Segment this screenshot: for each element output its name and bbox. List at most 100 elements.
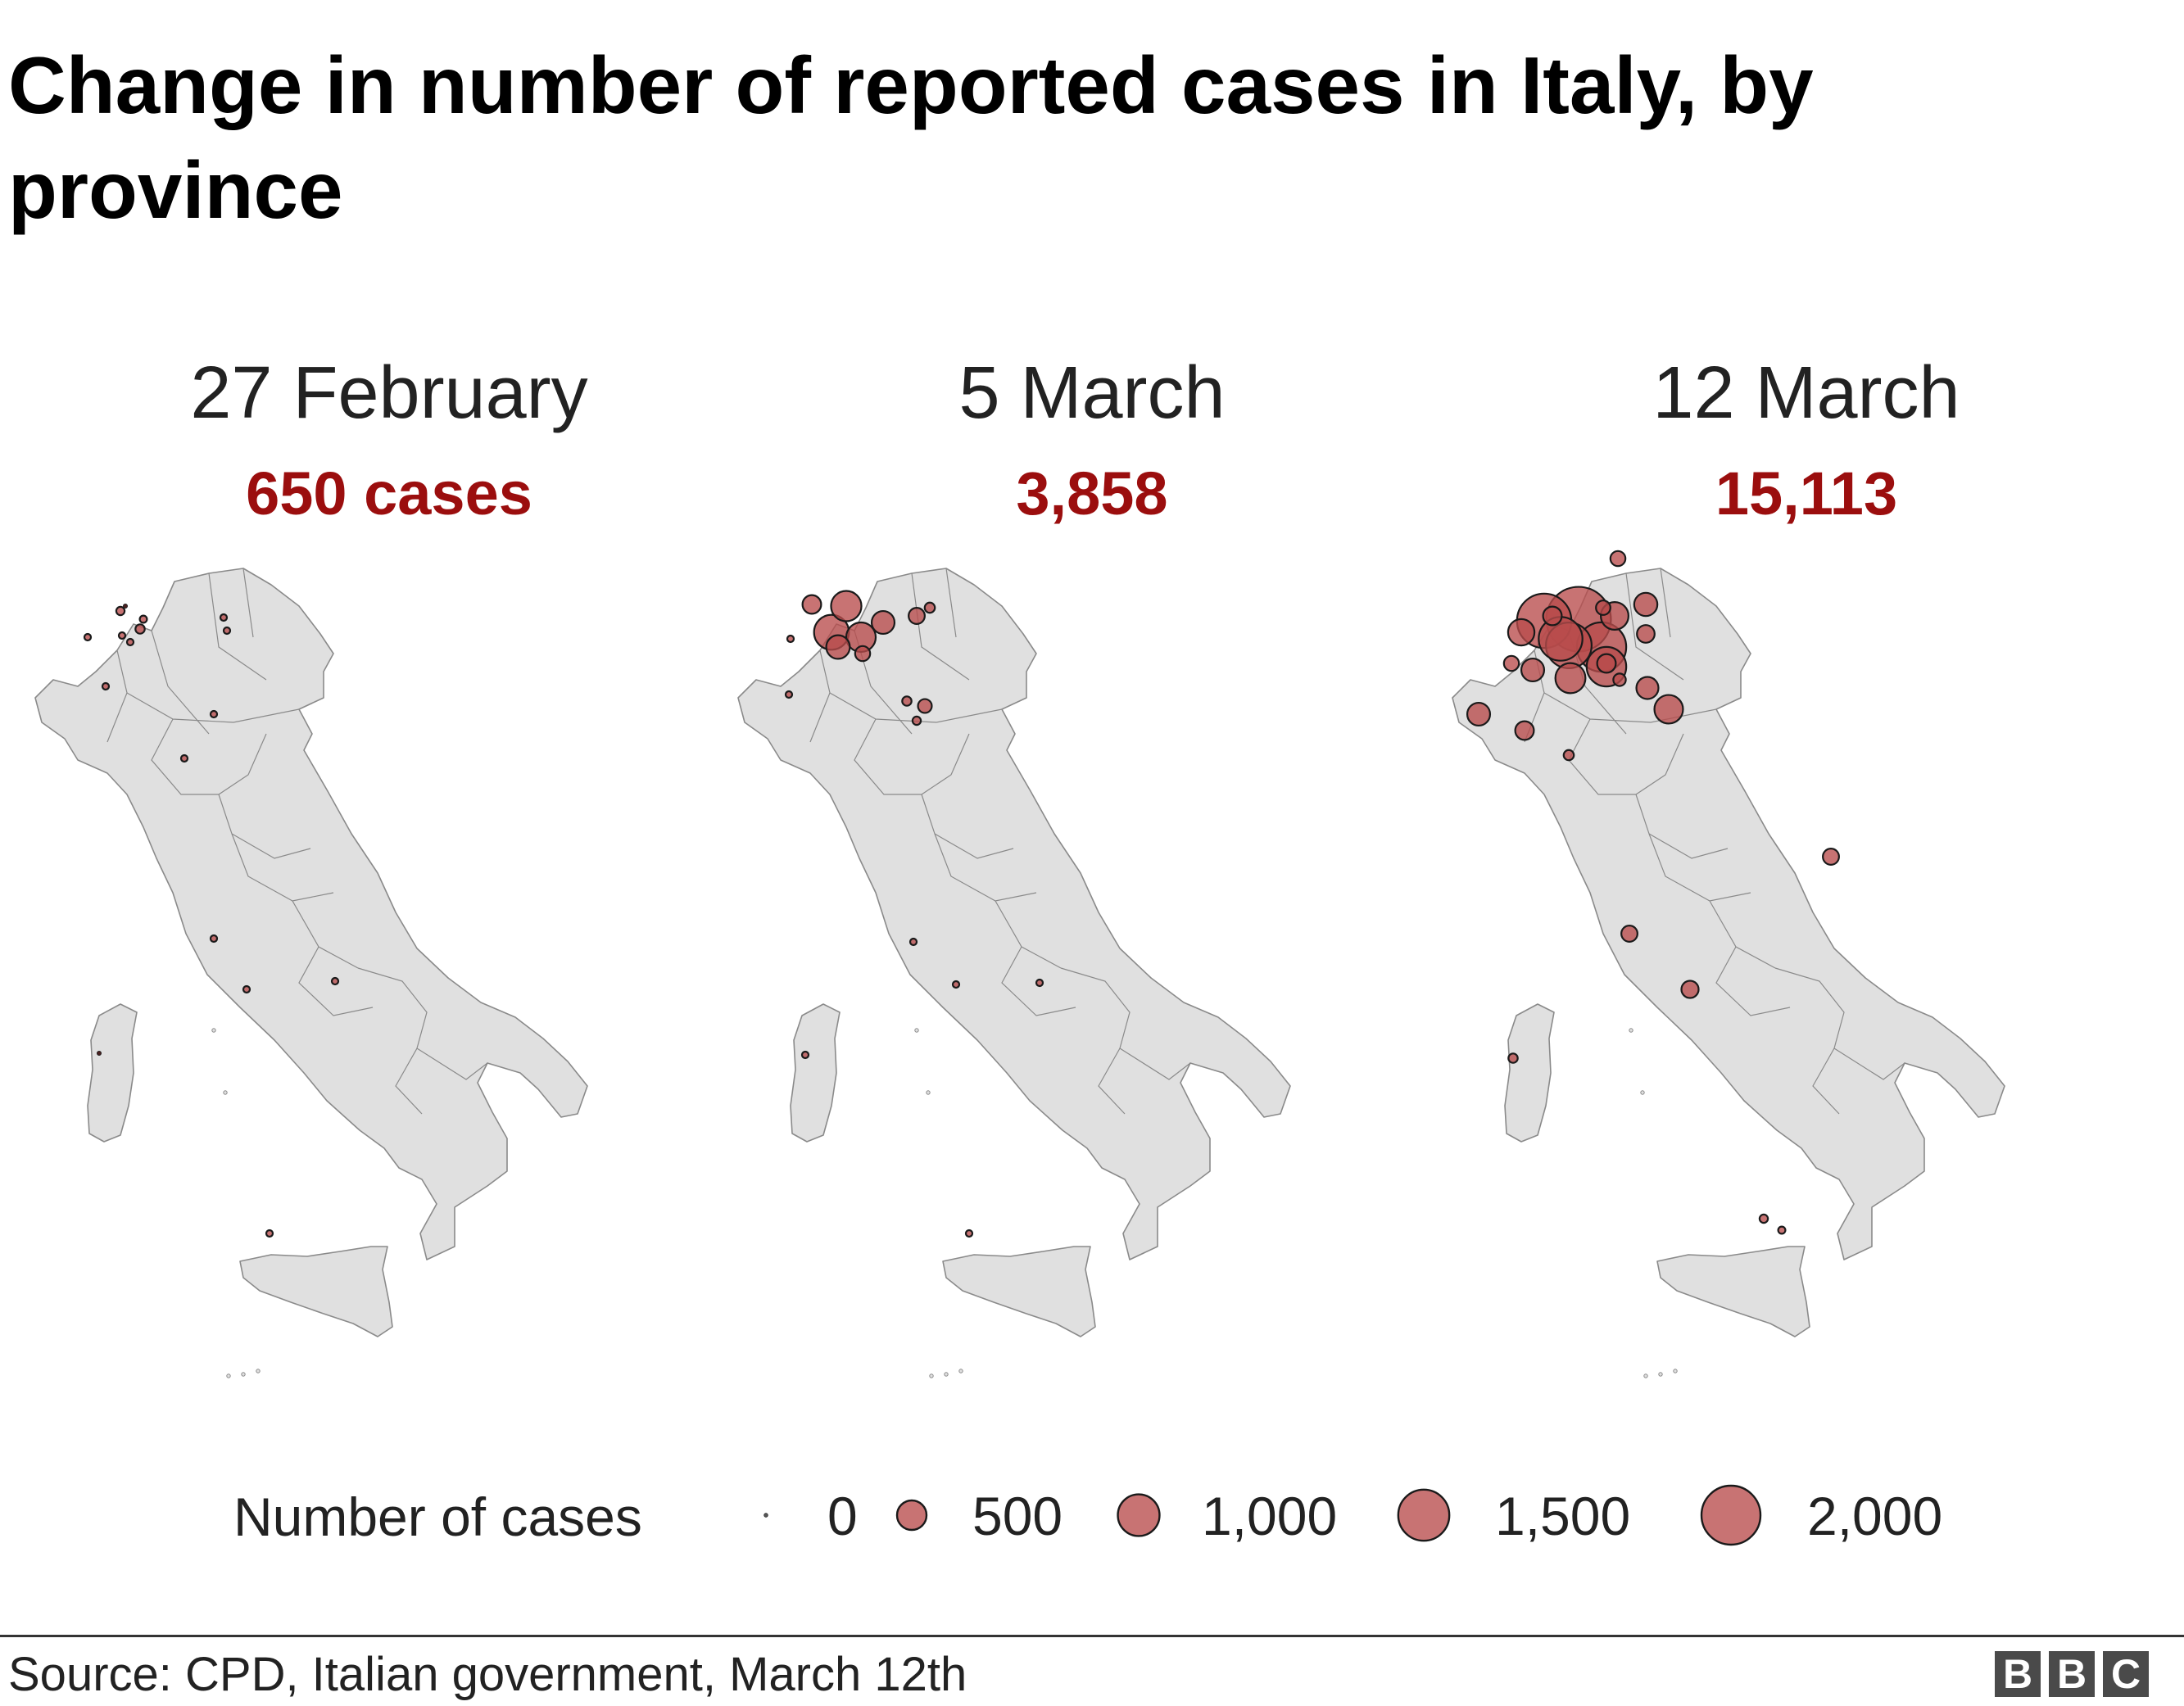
province-bubble — [870, 609, 896, 636]
region-border — [126, 692, 300, 723]
small-island — [241, 1372, 246, 1377]
region-border — [395, 1048, 423, 1115]
small-island — [929, 1373, 934, 1378]
logo-letter-b2: B — [2049, 1651, 2095, 1697]
province-bubble — [801, 594, 822, 615]
italy-mainland — [737, 568, 1291, 1260]
region-border — [911, 572, 970, 681]
panel-date: 5 March — [958, 352, 1226, 434]
province-bubble — [209, 934, 219, 944]
legend-label: 1,000 — [1202, 1486, 1337, 1546]
italy-mainland — [1452, 568, 2005, 1260]
region-border — [1635, 794, 1729, 859]
province-bubble — [830, 590, 863, 622]
province-bubble — [1633, 591, 1659, 618]
province-bubble — [1514, 720, 1535, 741]
logo-letter-b1: B — [1995, 1651, 2041, 1697]
province-bubble — [1612, 672, 1627, 687]
province-bubble — [908, 607, 926, 625]
province-bubble — [1466, 701, 1492, 727]
province-bubble — [901, 695, 913, 707]
size-legend: Number of cases 0 500 1,000 1,500 2,000 — [0, 1458, 2184, 1573]
region-border — [357, 967, 488, 1080]
sicily — [1656, 1246, 1810, 1337]
region-border — [854, 718, 970, 795]
legend-symbol — [1700, 1484, 1762, 1546]
small-island — [958, 1369, 963, 1373]
province-bubble — [125, 637, 135, 647]
legend-symbol — [1117, 1493, 1161, 1537]
small-island — [1658, 1372, 1663, 1377]
province-bubble — [1035, 978, 1044, 988]
region-border — [934, 833, 1037, 902]
small-island — [944, 1372, 949, 1377]
small-island — [211, 1028, 216, 1033]
small-island — [226, 1373, 231, 1378]
province-bubble — [1822, 848, 1840, 866]
province-bubble — [964, 1229, 974, 1238]
region-border — [218, 794, 311, 859]
province-bubble — [1653, 694, 1684, 725]
province-bubble — [1758, 1213, 1769, 1224]
province-bubble — [1595, 600, 1611, 616]
region-border — [208, 572, 267, 681]
small-island — [1673, 1369, 1678, 1373]
region-border — [1098, 1048, 1126, 1115]
panel-case-count: 650 cases — [246, 459, 532, 527]
province-bubble — [1620, 925, 1638, 943]
region-border — [829, 692, 1003, 723]
province-bubble — [1636, 624, 1656, 644]
province-bubble — [784, 690, 794, 699]
region-border — [151, 630, 210, 735]
sardinia — [1504, 1003, 1555, 1143]
map-panel-27-february: 27 February 650 cases — [29, 352, 750, 1441]
panel-date: 12 March — [1652, 352, 1960, 434]
province-bubble — [1635, 676, 1660, 700]
bbc-logo: B B C — [1995, 1651, 2149, 1697]
province-bubble — [1554, 662, 1587, 695]
region-border — [242, 568, 254, 638]
province-bubble — [1507, 1052, 1519, 1064]
province-bubble — [917, 698, 933, 714]
province-bubble — [209, 709, 219, 719]
province-bubble — [1538, 616, 1584, 662]
legend-label: 2,000 — [1807, 1486, 1942, 1546]
province-bubble — [1680, 980, 1700, 999]
sardinia — [790, 1003, 841, 1143]
province-bubble — [115, 605, 126, 617]
province-bubble — [1542, 605, 1563, 627]
legend-label: 500 — [972, 1486, 1063, 1546]
small-island — [914, 1028, 919, 1033]
province-bubble — [117, 631, 127, 640]
small-island — [1640, 1090, 1645, 1095]
small-island — [926, 1090, 931, 1095]
province-bubble — [854, 645, 872, 663]
sicily — [239, 1246, 393, 1337]
legend-title: Number of cases — [233, 1487, 642, 1547]
province-bubble — [330, 976, 340, 986]
province-bubble — [123, 604, 129, 609]
panel-case-count: 3,858 — [1016, 459, 1168, 527]
province-bubble — [242, 984, 251, 994]
province-bubble — [800, 1050, 810, 1060]
legend-symbols: 0 500 1,000 1,500 2,000 — [763, 1484, 1942, 1546]
province-bubble — [911, 715, 922, 726]
region-border — [1774, 967, 1905, 1080]
region-border — [1543, 692, 1717, 723]
province-bubble — [1777, 1225, 1787, 1235]
italy-map — [34, 568, 588, 1378]
panel-date: 27 February — [190, 352, 588, 434]
region-border — [1648, 833, 1751, 902]
logo-letter-c: C — [2103, 1651, 2149, 1697]
legend-symbol — [1397, 1488, 1451, 1542]
sicily — [942, 1246, 1096, 1337]
map-panel-5-march: 5 March 3,858 — [732, 352, 1452, 1441]
region-border — [151, 718, 267, 795]
small-island — [223, 1090, 228, 1095]
sardinia — [87, 1003, 138, 1143]
region-border — [231, 833, 334, 902]
italy-map — [1452, 550, 2005, 1378]
legend-symbol — [895, 1499, 928, 1532]
province-bubble — [1609, 550, 1627, 568]
province-bubble — [1507, 618, 1536, 647]
